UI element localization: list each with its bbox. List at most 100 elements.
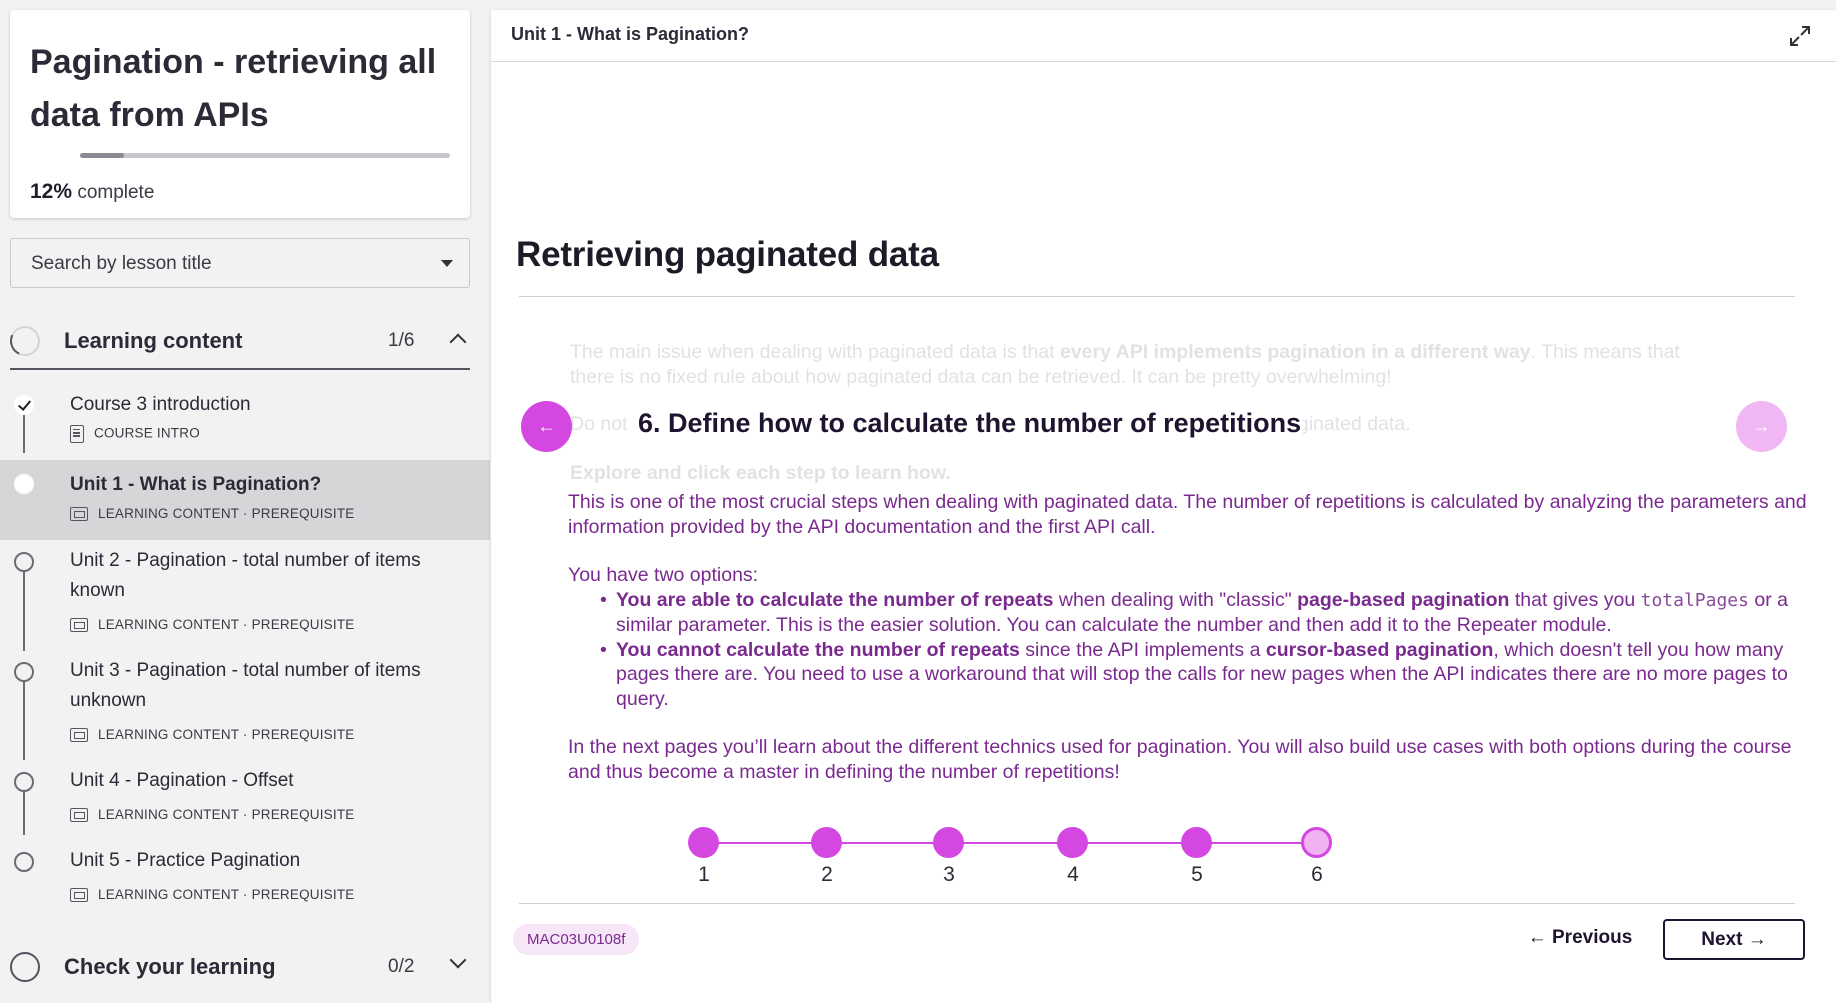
option-item: You cannot calculate the number of repea… — [600, 638, 1818, 712]
faded-intro-line: there is no fixed rule about how paginat… — [570, 366, 1392, 388]
stepper-dot-6[interactable] — [1301, 827, 1332, 858]
stepper-label-3: 3 — [943, 863, 955, 886]
section-count: 1/6 — [388, 330, 415, 351]
options-list: You are able to calculate the number of … — [600, 588, 1818, 712]
stepper-label-4: 4 — [1067, 863, 1079, 886]
document-icon — [70, 425, 84, 443]
lesson-topbar: Unit 1 - What is Pagination? — [491, 10, 1836, 62]
slides-icon — [70, 808, 88, 823]
lesson-search-dropdown[interactable]: Search by lesson title — [10, 238, 470, 288]
option-bold: You are able to calculate the number of … — [616, 588, 1054, 611]
progress-percent: 12% — [30, 180, 73, 203]
course-title: Pagination - retrieving all data from AP… — [30, 43, 437, 134]
section-count: 0/2 — [388, 956, 415, 977]
step-body: This is one of the most crucial steps wh… — [568, 490, 1818, 784]
section-label: Learning content — [64, 328, 243, 353]
chevron-down-icon[interactable] — [449, 951, 467, 969]
lesson-topbar-title: Unit 1 - What is Pagination? — [511, 24, 749, 44]
step-title: 6. Define how to calculate the number of… — [636, 408, 1304, 439]
slides-icon — [70, 728, 88, 743]
stepper-label-2: 2 — [821, 863, 833, 886]
lesson-status-dot — [14, 772, 34, 792]
course-progress-bar — [80, 153, 450, 158]
section-check-your-learning[interactable]: Check your learning 0/2 — [10, 936, 470, 996]
option-bold: page-based pagination — [1297, 588, 1510, 611]
step-paragraph: This is one of the most crucial steps wh… — [568, 491, 1807, 538]
lesson-title: Unit 4 - Pagination - Offset — [70, 770, 294, 791]
stepper-label-5: 5 — [1191, 863, 1203, 886]
chevron-up-icon[interactable] — [449, 333, 467, 351]
heading-divider — [519, 296, 1795, 297]
lesson-status-dot — [14, 852, 34, 872]
lesson-status-dot — [14, 552, 34, 572]
progress-suffix: complete — [77, 182, 155, 203]
arrow-right-icon: → — [1747, 929, 1767, 950]
lesson-meta: LEARNING CONTENT · PREREQUISITE — [70, 727, 355, 743]
previous-button[interactable]: ← Previous — [1522, 918, 1638, 958]
lesson-status-dot — [14, 662, 34, 682]
option-bold: cursor-based pagination — [1265, 638, 1494, 661]
process-next-button[interactable]: → — [1736, 401, 1787, 452]
faded-text: The main issue when dealing with paginat… — [570, 341, 1060, 363]
lesson-content-panel: Unit 1 - What is Pagination? Retrieving … — [490, 10, 1836, 1003]
stepper-dot-1[interactable] — [688, 827, 719, 858]
course-card: Pagination - retrieving all data from AP… — [10, 10, 470, 218]
lesson-meta: LEARNING CONTENT · PREREQUISITE — [70, 807, 355, 823]
lesson-meta-text: LEARNING CONTENT · PREREQUISITE — [98, 727, 355, 742]
option-bold: You cannot calculate the number of repea… — [616, 638, 1020, 661]
lesson-meta-text: LEARNING CONTENT · PREREQUISITE — [98, 807, 355, 822]
lesson-item-unit-1[interactable]: Unit 1 - What is Pagination? LEARNING CO… — [0, 460, 490, 540]
lesson-meta-text: LEARNING CONTENT · PREREQUISITE — [98, 506, 355, 521]
lesson-meta: LEARNING CONTENT · PREREQUISITE — [70, 506, 355, 522]
option-text: or a similar parameter. This is the easi… — [616, 588, 1789, 637]
lesson-meta: LEARNING CONTENT · PREREQUISITE — [70, 617, 355, 633]
next-button[interactable]: Next → — [1663, 919, 1805, 960]
lesson-item-unit-4[interactable]: Unit 4 - Pagination - Offset LEARNING CO… — [0, 760, 490, 840]
lesson-item-unit-3[interactable]: Unit 3 - Pagination - total number of it… — [0, 650, 490, 760]
lesson-item-unit-5[interactable]: Unit 5 - Practice Pagination LEARNING CO… — [0, 840, 490, 920]
slides-icon — [70, 507, 88, 522]
lesson-meta-text: LEARNING CONTENT · PREREQUISITE — [98, 617, 355, 632]
step-paragraph: In the next pages you’ll learn about the… — [568, 736, 1792, 783]
expand-fullscreen-icon[interactable] — [1789, 25, 1811, 47]
lesson-title: Unit 1 - What is Pagination? — [70, 474, 322, 495]
previous-label: Previous — [1552, 927, 1633, 948]
stepper-track — [706, 842, 1312, 844]
stepper-dot-2[interactable] — [811, 827, 842, 858]
course-progress-fill — [80, 153, 125, 158]
section-progress-ring-icon — [5, 321, 45, 361]
process-prev-button[interactable]: ← — [521, 401, 572, 452]
lesson-item-course-intro[interactable]: Course 3 introduction COURSE INTRO — [0, 380, 490, 460]
lesson-meta: COURSE INTRO — [70, 425, 200, 443]
stepper-label-6: 6 — [1311, 863, 1323, 886]
stepper-label-1: 1 — [698, 863, 710, 886]
section-divider — [10, 368, 470, 370]
option-text: when dealing with "classic" — [1053, 588, 1298, 611]
arrow-left-icon: ← — [537, 416, 556, 436]
section-label: Check your learning — [64, 954, 276, 979]
faded-bold-text: every API implements pagination in a dif… — [1059, 341, 1531, 363]
lesson-item-unit-2[interactable]: Unit 2 - Pagination - total number of it… — [0, 540, 490, 650]
timeline-connector — [23, 672, 25, 760]
caret-down-icon — [441, 260, 453, 267]
option-code: totalPages — [1640, 589, 1749, 611]
slides-icon — [70, 618, 88, 633]
section-progress-ring-icon — [10, 952, 40, 982]
lesson-status-dot — [14, 474, 34, 494]
timeline-connector — [23, 405, 25, 453]
lesson-title: Course 3 introduction — [70, 394, 251, 415]
faded-intro-line: aginated data. — [1287, 413, 1411, 435]
course-progress-text: 12% complete — [30, 180, 154, 204]
faded-intro-line: Do not — [570, 413, 628, 435]
stepper-dot-3[interactable] — [933, 827, 964, 858]
lesson-title: Unit 5 - Practice Pagination — [70, 850, 301, 871]
section-learning-content[interactable]: Learning content 1/6 — [5, 310, 470, 370]
arrow-right-icon: → — [1752, 416, 1771, 436]
faded-text: . This means that — [1530, 341, 1680, 363]
slides-icon — [70, 888, 88, 903]
footer-divider — [519, 903, 1795, 904]
stepper-dot-4[interactable] — [1057, 827, 1088, 858]
option-text: that gives you — [1509, 588, 1641, 611]
stepper-dot-5[interactable] — [1181, 827, 1212, 858]
step-paragraph: You have two options: — [568, 564, 759, 586]
